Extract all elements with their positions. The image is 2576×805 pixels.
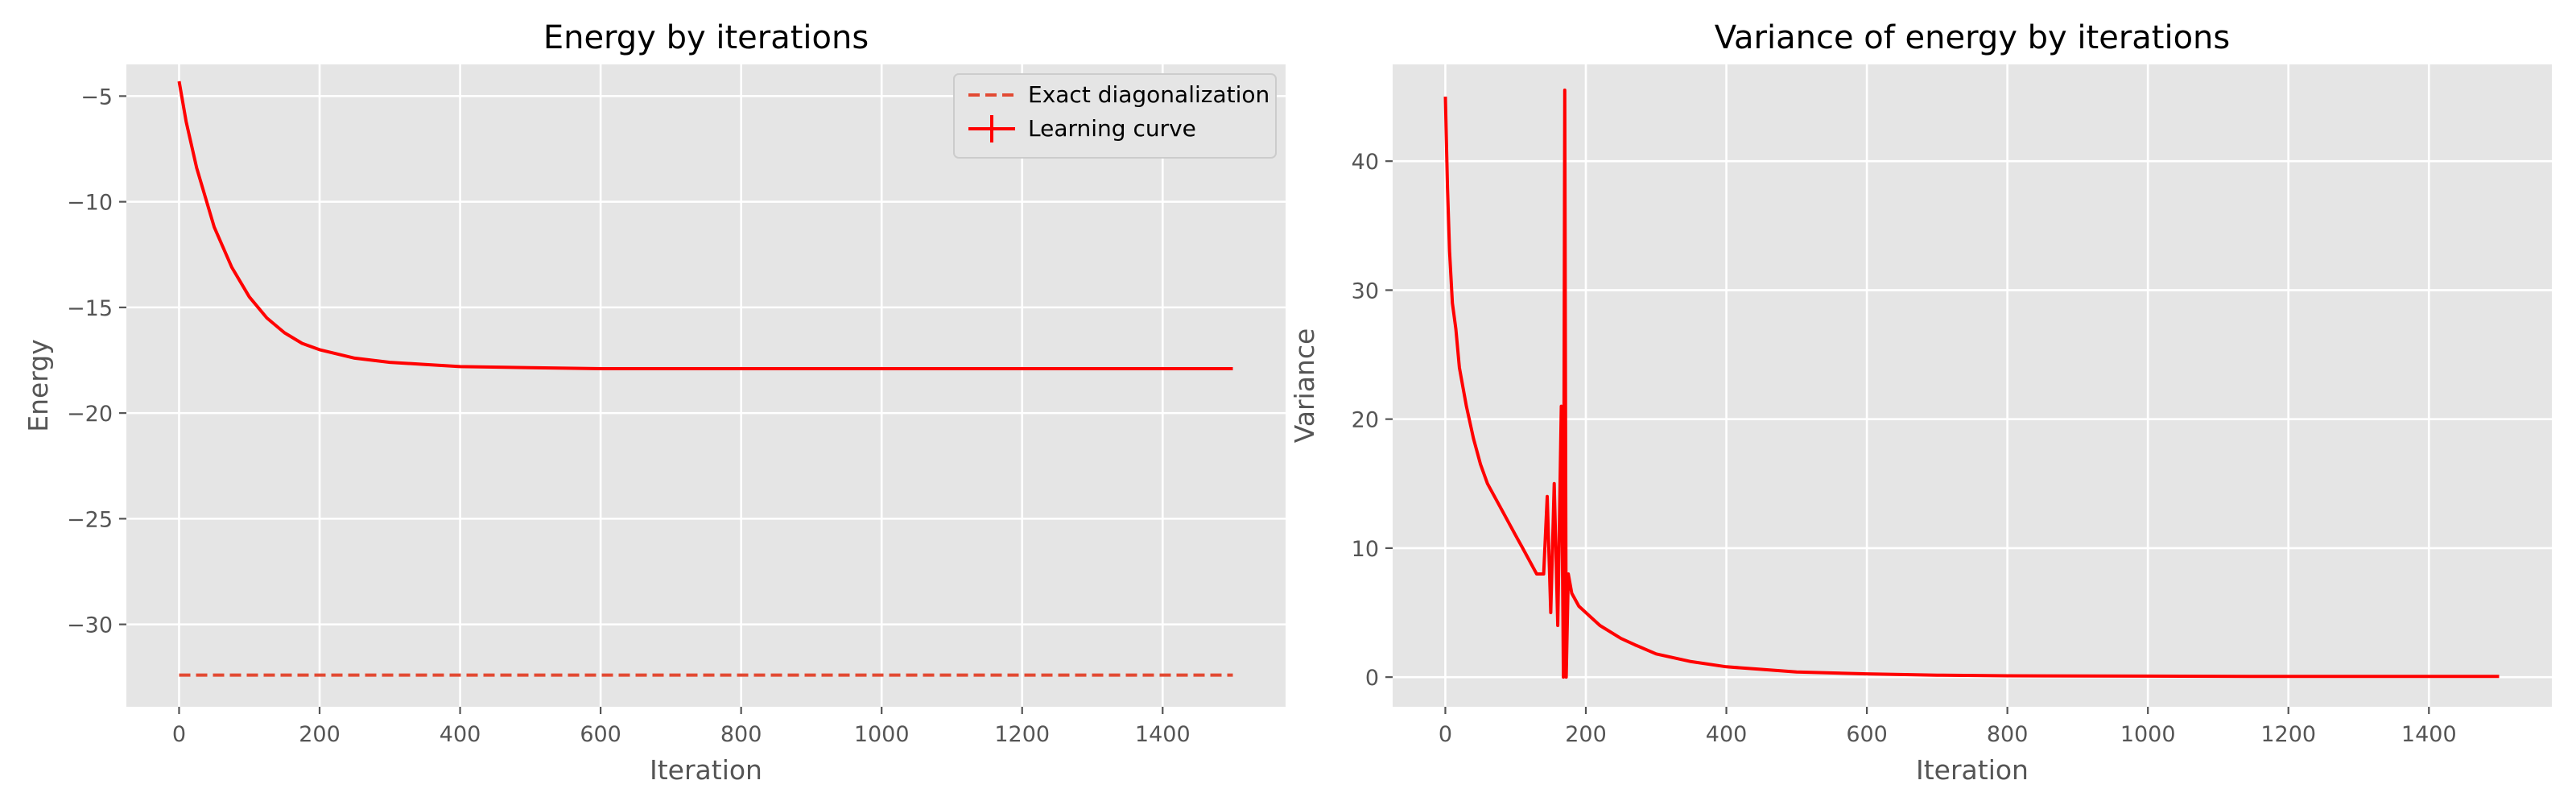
energy-x-tick-label: 400 (440, 722, 481, 747)
energy-x-tick-label: 1000 (854, 722, 910, 747)
variance-y-tick-label: 0 (1365, 666, 1379, 691)
variance-x-tick-label: 1400 (2401, 722, 2457, 747)
variance-series-variance (1443, 89, 2500, 679)
energy-chart: 0 200 400 600 800 1000 1200 1400 −5 −10 −15 −20 −25 −… (23, 19, 1286, 786)
energy-legend: Exact diagonalization Learning curve (953, 73, 1277, 159)
energy-y-axis-label: Energy (23, 339, 54, 432)
energy-series-learning-curve (177, 80, 1233, 370)
energy-x-tick-label: 600 (580, 722, 621, 747)
variance-x-tick-label: 800 (1987, 722, 2029, 747)
energy-plot-area (126, 64, 1286, 707)
variance-x-tick-label: 400 (1706, 722, 1748, 747)
energy-x-axis-label: Iteration (650, 754, 762, 786)
variance-y-tick-label: 10 (1352, 537, 1379, 562)
energy-chart-title: Energy by iterations (543, 19, 869, 56)
variance-x-tick-label: 200 (1565, 722, 1607, 747)
variance-y-tick-label: 30 (1352, 279, 1379, 303)
energy-legend-label: Exact diagonalization (1028, 81, 1269, 108)
energy-legend-label: Learning curve (1028, 115, 1196, 142)
variance-chart-title: Variance of energy by iterations (1715, 19, 2230, 56)
energy-x-tick-label: 800 (720, 722, 762, 747)
variance-x-tick-label: 1000 (2120, 722, 2176, 747)
energy-y-tick-label: −20 (67, 402, 113, 427)
energy-y-tick-label: −10 (67, 191, 113, 216)
variance-x-tick-label: 600 (1846, 722, 1888, 747)
variance-x-tick-label: 0 (1439, 722, 1452, 747)
energy-x-tick-label: 0 (172, 722, 186, 747)
energy-x-tick-label: 1400 (1135, 722, 1191, 747)
energy-y-tick-label: −15 (67, 296, 113, 321)
energy-x-tick-label: 200 (299, 722, 341, 747)
variance-y-axis-label: Variance (1289, 328, 1320, 444)
energy-y-tick-label: −30 (67, 613, 113, 638)
energy-x-tick-label: 1200 (994, 722, 1050, 747)
variance-x-tick-label: 1200 (2260, 722, 2316, 747)
variance-y-tick-label: 40 (1352, 150, 1379, 175)
variance-x-axis-label: Iteration (1916, 754, 2029, 786)
variance-y-tick-label: 20 (1352, 408, 1379, 433)
energy-y-tick-label: −5 (80, 85, 113, 109)
energy-legend-box (953, 73, 1277, 159)
energy-y-tick-label: −25 (67, 507, 113, 532)
variance-chart: 0 200 400 600 800 1000 1200 1400 0 10 20 30 40 Varian… (1289, 19, 2552, 786)
